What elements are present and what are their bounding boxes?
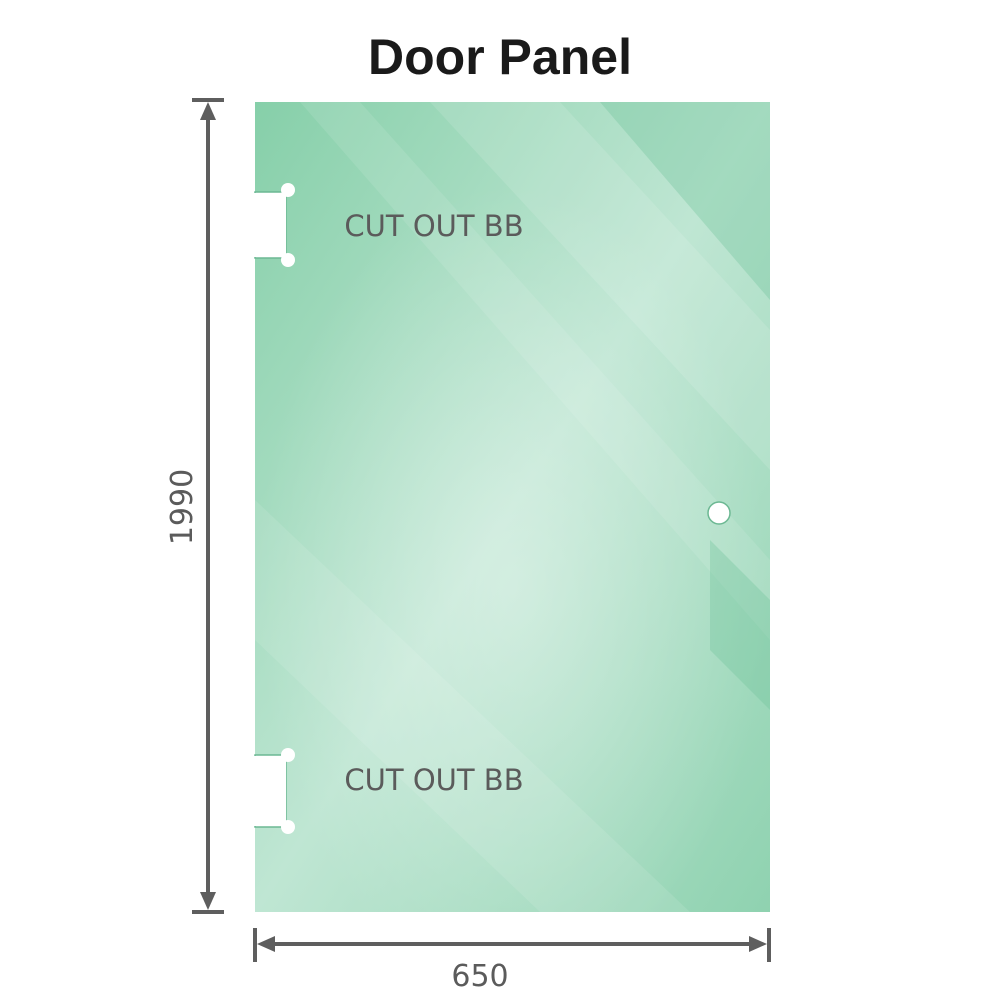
cutout-top-label: CUT OUT BB bbox=[344, 209, 523, 243]
height-dimension bbox=[192, 98, 224, 914]
height-label: 1990 bbox=[165, 469, 200, 545]
cutout-bottom bbox=[250, 748, 295, 834]
width-label: 650 bbox=[451, 959, 508, 994]
glass-panel bbox=[255, 102, 770, 912]
cutout-top bbox=[250, 183, 295, 267]
cutout-bottom-label: CUT OUT BB bbox=[344, 763, 523, 797]
handle-hole bbox=[707, 501, 731, 525]
diagram-title: Door Panel bbox=[368, 29, 632, 85]
width-dimension bbox=[253, 928, 771, 962]
